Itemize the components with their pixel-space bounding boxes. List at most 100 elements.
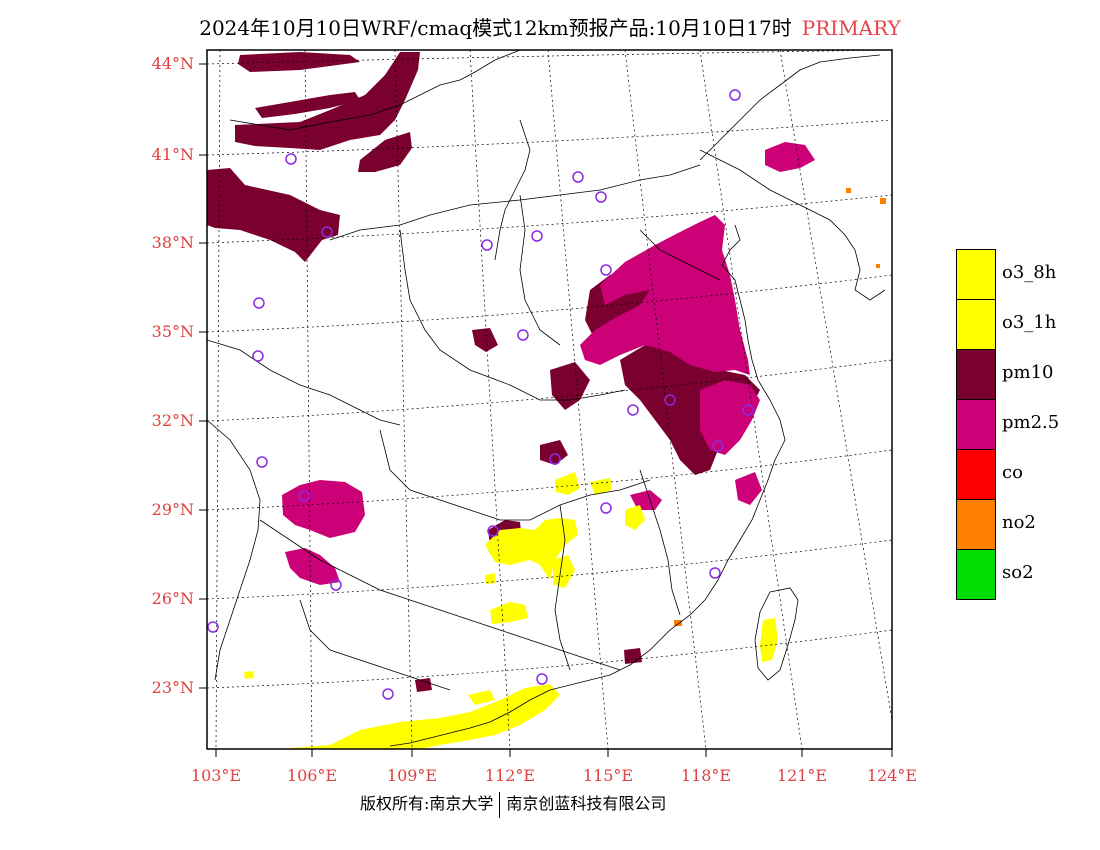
pm25-guizhou [285,548,340,585]
pm10-jiangxi [540,440,568,465]
city-marker [709,567,721,579]
legend-swatch [956,449,996,500]
pm25-north-china [580,215,750,375]
province-border [639,469,681,616]
lat-label: 35°N [151,322,194,341]
city-marker [285,153,297,165]
lon-line-103 [215,50,221,749]
city-marker [298,490,310,502]
legend-label: co [1002,462,1023,483]
city-marker [481,239,493,251]
legend-label: o3_8h [1002,262,1057,283]
no2-spot [846,188,851,193]
pm10-shaanxi [472,328,498,352]
legend-label: no2 [1002,512,1036,533]
pm10-guangdong-spot [624,648,642,664]
province-border [207,419,261,681]
pm10-hubei [550,362,590,410]
o3-guangdong [490,602,528,624]
lon-label: 124°E [866,766,918,785]
copyright-left: 版权所有:南京大学 [360,794,494,813]
pm10-inner-mongolia-2 [358,132,412,172]
city-marker [531,230,543,242]
city-marker [600,502,612,514]
copyright-right: 南京创蓝科技有限公司 [506,794,667,813]
taiwan-outline [754,587,799,681]
o3-hunan [485,518,578,580]
city-marker [207,621,219,633]
no2-area [674,188,886,626]
pm10-guangxi-spot [415,678,432,692]
province-border [379,429,651,521]
province-border [639,229,721,281]
lon-label: 118°E [680,766,732,785]
o3-taiwan [760,618,778,662]
pm10-gansu [207,168,340,262]
city-marker [712,440,724,452]
no2-spot [880,198,886,204]
city-markers [207,89,754,700]
lon-line-106 [304,50,313,749]
city-marker [517,329,529,341]
city-marker [321,226,333,238]
province-border [207,339,401,426]
legend-swatch [956,399,996,450]
lat-label: 26°N [151,589,194,608]
province-border [554,504,571,671]
o3-jiangxi-2 [590,478,612,495]
legend-swatch [956,299,996,350]
lon-label: 121°E [776,766,828,785]
title-text: 2024年10月10日WRF/cmaq模式12km预报产品:10月10日17时 [199,16,792,40]
province-border [399,229,626,401]
pm10-anhui [620,345,760,475]
province-border [259,519,621,671]
o3-hunan-2 [553,555,575,588]
no2-spot [674,620,682,626]
city-marker [595,191,607,203]
legend-swatch [956,249,996,300]
lat-label: 32°N [151,411,194,430]
lon-label: 109°E [386,766,438,785]
legend-label: so2 [1002,562,1034,583]
coastline-east [389,224,786,747]
o3-area [244,472,778,749]
pm25-anhui-east [700,380,760,455]
lat-label: 44°N [151,54,194,73]
pm25-area [282,142,815,585]
city-marker [600,264,612,276]
lon-line-124 [779,50,892,721]
footer-separator [499,791,501,818]
lon-label: 106°E [286,766,338,785]
legend-label: o3_1h [1002,312,1057,333]
lat-label: 29°N [151,500,194,519]
city-marker [536,673,548,685]
o3-jiangxi [555,472,580,495]
city-marker [487,525,499,537]
city-marker [253,297,265,309]
lat-label: 41°N [151,145,194,164]
copyright-footer: 版权所有:南京大学 南京创蓝科技有限公司 [360,790,666,818]
map-frame [206,49,893,750]
lat-line-35 [207,274,892,333]
o3-south-coast [290,684,560,749]
city-marker [664,394,676,406]
northeast-border [699,54,881,161]
lon-label: 103°E [190,766,242,785]
lon-line-115 [547,50,609,749]
o3-fujian [625,505,645,530]
legend-label: pm2.5 [1002,412,1060,433]
o3-guangdong-2 [468,690,495,705]
legend-swatch [956,349,996,400]
pm25-zhejiang [735,472,762,505]
pm25-sichuan [282,480,365,538]
pm25-jiangxi [630,490,662,510]
pm25-liaoning [765,142,815,172]
pm10-inner-mongolia [235,52,420,150]
lon-line-109 [394,50,413,749]
lat-line-23 [207,629,892,689]
borders [207,50,886,747]
lat-line-32 [207,359,892,422]
o3-guangxi-spot [485,573,496,584]
city-marker [742,404,754,416]
